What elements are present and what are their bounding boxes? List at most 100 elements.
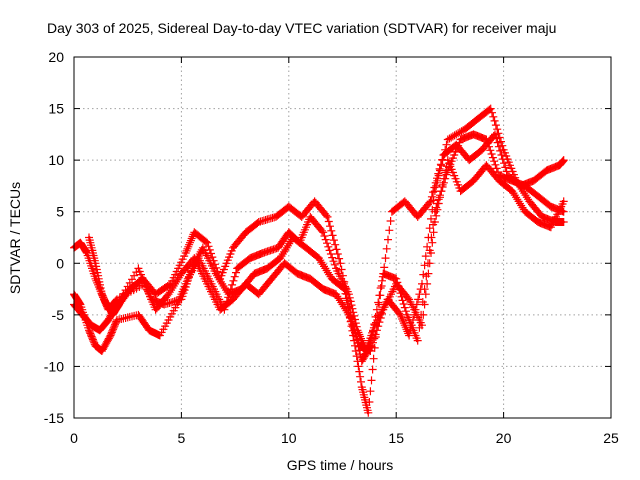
data-point	[343, 287, 346, 291]
data-point	[562, 210, 565, 213]
series-markers	[85, 156, 568, 355]
data-point	[390, 210, 394, 213]
data-point	[205, 241, 209, 244]
data-point	[330, 277, 333, 280]
data-point	[276, 246, 280, 250]
data-point	[562, 158, 565, 162]
chart-title: Day 303 of 2025, Sidereal Day-to-day VTE…	[47, 20, 556, 36]
data-point	[300, 215, 303, 219]
x-tick-label: 10	[281, 430, 297, 446]
data-point	[562, 220, 565, 224]
data-point	[358, 344, 361, 347]
data-point	[403, 200, 406, 203]
data-point	[541, 215, 544, 219]
data-point	[94, 262, 97, 265]
data-point	[326, 215, 329, 219]
data-point	[261, 251, 265, 255]
data-point	[472, 179, 475, 182]
data-point	[536, 220, 540, 224]
y-tick-label: -10	[44, 358, 64, 374]
y-tick-label: 15	[48, 101, 64, 117]
data-point	[79, 303, 82, 306]
grid-lines	[74, 57, 611, 418]
data-point	[184, 251, 187, 255]
data-point	[115, 318, 119, 322]
data-point	[287, 205, 290, 208]
data-point	[532, 179, 535, 182]
data-point	[287, 231, 290, 234]
data-point	[510, 189, 514, 193]
data-point	[291, 236, 295, 239]
data-point	[109, 334, 112, 337]
data-point	[377, 303, 381, 306]
data-point	[485, 164, 488, 167]
plot-frame	[73, 56, 612, 419]
data-point	[81, 313, 84, 317]
data-point	[313, 200, 316, 203]
series-track-2	[70, 104, 568, 355]
data-point	[190, 267, 194, 270]
data-point	[433, 220, 437, 224]
data-point	[519, 184, 522, 188]
data-series	[70, 104, 568, 417]
data-point	[231, 298, 235, 301]
y-tick-label: 10	[48, 152, 64, 168]
data-point	[257, 220, 260, 224]
data-point	[227, 293, 230, 296]
y-axis-label: SDTVAR / TECUs	[7, 182, 23, 294]
data-point	[395, 282, 398, 286]
data-point	[193, 231, 196, 234]
data-point	[446, 158, 449, 162]
data-point	[536, 195, 540, 198]
data-point	[416, 215, 419, 219]
data-point	[236, 267, 239, 270]
data-point	[382, 308, 385, 311]
data-point	[180, 298, 183, 301]
data-point	[321, 287, 325, 291]
series-markers	[70, 130, 568, 366]
x-tick-label: 15	[388, 430, 404, 446]
data-point	[304, 246, 308, 250]
data-point	[334, 293, 338, 296]
data-point	[296, 272, 299, 275]
data-point	[115, 298, 119, 301]
series-markers	[70, 104, 568, 355]
data-point	[266, 267, 269, 270]
data-point	[433, 210, 437, 213]
data-point	[158, 334, 162, 337]
axes: 0 5 10 15 20 25 -15 -10 -5 0 5 10 15 20	[44, 49, 619, 446]
data-point	[416, 339, 419, 342]
data-point	[143, 282, 147, 286]
data-point	[360, 385, 364, 389]
data-point	[94, 344, 97, 347]
data-point	[367, 411, 370, 415]
data-point	[218, 308, 222, 311]
data-point	[231, 246, 235, 250]
data-point	[549, 225, 553, 229]
data-point	[493, 133, 497, 136]
data-point	[506, 174, 510, 177]
y-tick-label: -5	[52, 307, 65, 323]
data-point	[167, 293, 170, 296]
x-axis-label: GPS time / hours	[287, 457, 394, 473]
x-tick-label: 0	[70, 430, 78, 446]
data-point	[442, 153, 445, 157]
data-point	[528, 200, 531, 203]
data-point	[100, 349, 104, 353]
data-point	[498, 179, 501, 182]
data-point	[558, 164, 561, 167]
x-tick-label: 25	[603, 430, 619, 446]
data-point	[459, 138, 462, 141]
y-tick-label: 0	[56, 255, 64, 271]
data-point	[545, 169, 548, 172]
data-point	[549, 205, 553, 208]
data-point	[309, 277, 312, 280]
data-point	[87, 329, 91, 332]
data-point	[420, 282, 424, 286]
data-point	[257, 293, 260, 296]
data-point	[253, 272, 256, 275]
y-tick-label: -15	[44, 410, 64, 426]
data-point	[107, 308, 110, 311]
data-point	[395, 277, 398, 280]
